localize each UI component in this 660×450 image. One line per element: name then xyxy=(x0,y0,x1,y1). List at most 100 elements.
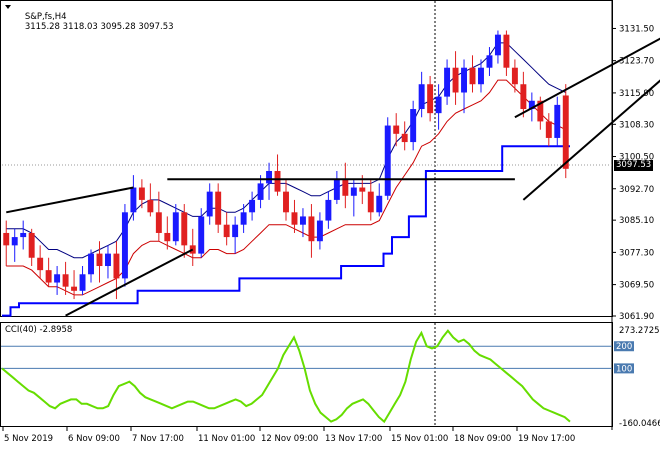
lower-band-line xyxy=(6,79,567,296)
candle-body xyxy=(37,257,44,271)
candle-body xyxy=(316,220,323,242)
main-header: S&P,fs,H4 3115.28 3118.03 3095.28 3097.5… xyxy=(14,2,174,42)
candle-body xyxy=(130,187,137,213)
candle-body xyxy=(333,179,340,200)
trendline[interactable] xyxy=(65,248,194,317)
candle-body xyxy=(28,232,35,258)
cci-axis-label: 200 xyxy=(616,342,632,352)
trendline[interactable] xyxy=(514,35,660,119)
time-axis-label: 7 Nov 17:00 xyxy=(132,434,184,444)
candle-body xyxy=(113,253,120,279)
candle-body xyxy=(249,199,256,213)
candle-body xyxy=(511,67,518,85)
price-axis-label: 3061.90 xyxy=(619,312,654,322)
candle-body xyxy=(461,67,467,93)
candle-body xyxy=(342,179,349,196)
candle-body xyxy=(206,191,213,217)
candle-body xyxy=(418,84,425,110)
cci-level-tag xyxy=(614,363,634,374)
time-axis-label: 11 Nov 01:00 xyxy=(198,434,255,444)
price-axis-label: 3069.50 xyxy=(619,281,654,291)
candle-body xyxy=(11,237,18,246)
candle-body xyxy=(274,170,281,192)
candle-body xyxy=(88,253,94,275)
candle-body xyxy=(172,212,179,242)
price-axis-label: 3077.30 xyxy=(619,248,654,258)
candle-body xyxy=(308,216,315,242)
candle-body xyxy=(147,199,154,213)
candle-body xyxy=(545,121,552,138)
cci-axis-label: 273.2725 xyxy=(619,326,660,336)
time-axis-label: 12 Nov 09:00 xyxy=(261,434,318,444)
candle-body xyxy=(240,212,247,225)
candle-body xyxy=(469,67,476,85)
candle-body xyxy=(562,95,569,169)
candle-body xyxy=(494,34,501,56)
price-axis-label: 3085.10 xyxy=(619,216,654,226)
price-axis-label: 3100.50 xyxy=(619,153,654,163)
main-price-panel[interactable] xyxy=(0,0,613,317)
chevron-down-icon[interactable] xyxy=(5,5,11,9)
candle-body xyxy=(359,187,366,192)
trailing-stop-line xyxy=(2,145,570,317)
candle-body xyxy=(427,84,434,114)
candle-body xyxy=(257,183,264,200)
candle-body xyxy=(155,212,162,233)
cci-axis-label: 100 xyxy=(616,364,632,374)
trendline[interactable] xyxy=(6,186,134,214)
candle-body xyxy=(537,100,544,122)
time-axis-label: 13 Nov 17:00 xyxy=(325,434,382,444)
candle-body xyxy=(291,212,298,225)
candle-body xyxy=(393,125,400,134)
candle-body xyxy=(215,191,222,225)
price-axis-label: 3108.30 xyxy=(619,120,654,130)
candle-body xyxy=(528,100,535,110)
candle-body xyxy=(232,224,239,238)
price-axis-label: 3131.50 xyxy=(619,24,654,34)
candle-body xyxy=(20,232,27,238)
candle-body xyxy=(486,55,493,68)
candle-body xyxy=(54,274,61,283)
candle-body xyxy=(410,109,417,143)
candle-body xyxy=(198,216,205,254)
candle-body xyxy=(266,170,273,184)
candle-body xyxy=(401,133,408,143)
candle-body xyxy=(121,212,128,279)
candle-body xyxy=(520,84,527,110)
candle-body xyxy=(367,191,374,213)
candle-body xyxy=(435,96,442,114)
candle-body xyxy=(325,199,332,221)
candle-body xyxy=(478,67,484,85)
candle-body xyxy=(79,274,86,291)
candle-body xyxy=(554,104,561,138)
candle-body xyxy=(164,232,171,242)
current-price-tag: 3097.53 xyxy=(614,160,654,171)
candle-body xyxy=(181,212,188,246)
time-axis-label: 5 Nov 2019 xyxy=(4,434,53,444)
trendline[interactable] xyxy=(522,59,660,201)
ohlc-values: 3115.28 3118.03 3095.28 3097.53 xyxy=(24,22,174,32)
cci-axis-label: -160.0466 xyxy=(619,419,660,429)
candle-body xyxy=(3,232,10,246)
price-axis-label: 3123.70 xyxy=(619,57,654,67)
price-axis-label: 3092.70 xyxy=(619,185,654,195)
candle-body xyxy=(189,245,196,254)
cci-line xyxy=(1,329,571,424)
candle-body xyxy=(503,34,510,68)
candle-body xyxy=(299,216,306,225)
candle-body xyxy=(384,125,391,196)
cci-level-tag xyxy=(614,341,634,352)
time-axis-label: 15 Nov 01:00 xyxy=(391,434,448,444)
candle-body xyxy=(452,67,459,93)
candle-body xyxy=(444,67,451,97)
candle-body xyxy=(138,187,145,200)
time-axis-label: 6 Nov 09:00 xyxy=(68,434,120,444)
candle-body xyxy=(223,224,230,238)
candle-body xyxy=(105,253,111,267)
candle-body xyxy=(45,270,52,283)
symbol-label: S&P,fs,H4 xyxy=(24,12,67,22)
time-axis-label: 19 Nov 17:00 xyxy=(518,434,575,444)
candle-body xyxy=(283,191,289,213)
